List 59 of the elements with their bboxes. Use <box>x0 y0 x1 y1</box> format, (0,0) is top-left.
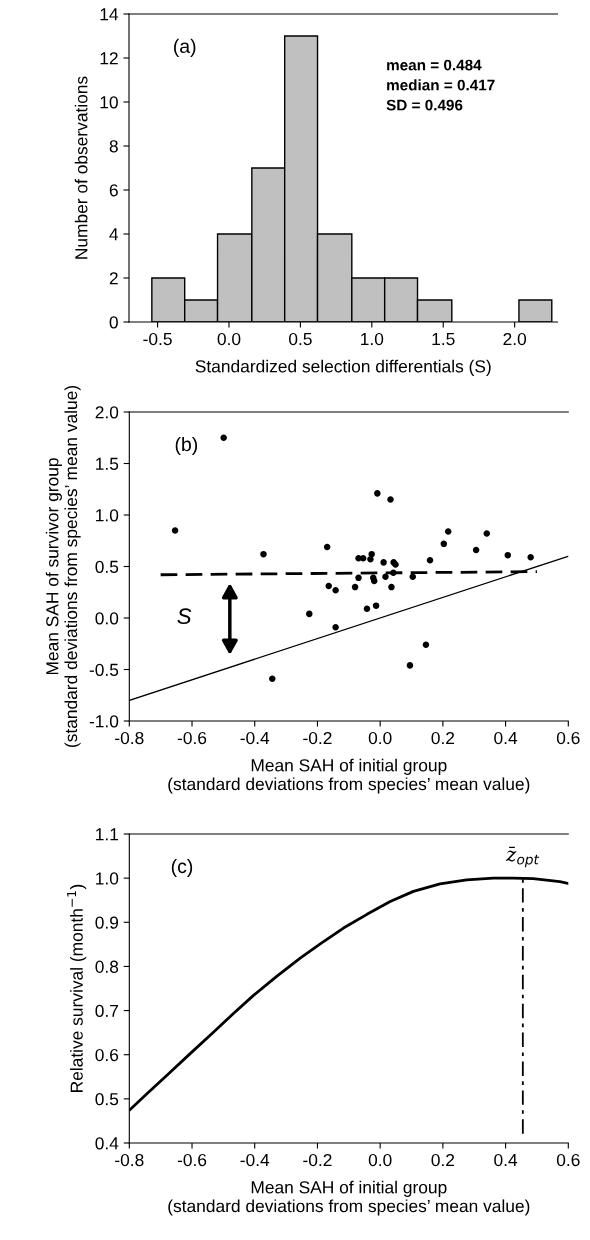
x-tick-label: -0.5 <box>143 332 172 346</box>
y-axis-title: Number of observations <box>74 76 88 259</box>
y-tick-label: 1.0 <box>96 509 119 522</box>
annotation: (a) <box>174 38 196 57</box>
annotation: SD = 0.496 <box>386 99 463 111</box>
y-tick-label: 1.1 <box>96 828 119 841</box>
x-axis-title: Standardized selection differentials (S) <box>195 359 491 376</box>
y-axis-title: Relative survival (month$^{−1}$) <box>67 884 87 1092</box>
y-axis-title: Mean SAH of survivor group (standard deviations from species’ mean value) <box>45 385 81 747</box>
x-tick-label: 0.0 <box>368 1153 392 1167</box>
x-tick-label: 0.2 <box>431 731 455 745</box>
x-axis-title: Mean SAH of initial group (standard deviations from species’ mean value) <box>168 1180 530 1216</box>
x-tick-label: 1.0 <box>361 332 384 346</box>
x-tick-label: -0.8 <box>115 1153 144 1167</box>
y-tick-label: 12 <box>100 52 118 65</box>
x-tick-label: -0.4 <box>240 1153 270 1167</box>
y-tick-label: 10 <box>100 96 118 109</box>
y-tick-label: -0.5 <box>89 663 119 676</box>
x-tick-label: 0.6 <box>556 1153 580 1167</box>
x-tick-label: 0.4 <box>494 1153 518 1167</box>
x-tick-label: -0.4 <box>240 731 270 745</box>
x-tick-label: 0.6 <box>556 731 580 745</box>
y-tick-label: 0 <box>109 316 118 329</box>
y-tick-label: 0.5 <box>95 560 119 573</box>
y-tick-label: 0.5 <box>95 1093 119 1106</box>
x-tick-label: 0.4 <box>494 731 518 745</box>
x-tick-label: -0.2 <box>303 1153 332 1167</box>
annotation: mean = 0.484 <box>387 59 482 71</box>
x-tick-label: -0.6 <box>177 1153 207 1167</box>
y-tick-label: 0.8 <box>95 960 119 973</box>
annotation: (c) <box>171 858 193 878</box>
y-tick-label: 2.0 <box>95 406 119 419</box>
y-tick-label: 6 <box>109 184 118 197</box>
y-tick-label: 0.6 <box>95 1048 119 1062</box>
y-tick-label: 8 <box>109 140 118 153</box>
y-tick-label: 0.9 <box>95 916 119 929</box>
y-tick-label: 1.5 <box>96 457 119 470</box>
annotation: S <box>177 608 192 625</box>
annotation: (b) <box>175 436 198 456</box>
x-tick-label: 1.5 <box>432 333 455 346</box>
y-tick-label: 0.0 <box>95 612 119 625</box>
x-tick-label: 0.5 <box>289 332 312 346</box>
x-tick-label: 0.2 <box>431 1153 455 1167</box>
annotation: median = 0.417 <box>387 79 495 91</box>
x-axis-title: Mean SAH of initial group (standard deviations from species’ mean value) <box>168 758 530 794</box>
x-tick-label: -0.8 <box>115 731 144 745</box>
x-tick-label: 0.0 <box>368 731 392 745</box>
x-tick-label: -0.2 <box>303 731 332 745</box>
x-tick-label: 0.0 <box>217 332 241 346</box>
y-tick-label: -1.0 <box>89 715 119 728</box>
y-tick-label: 14 <box>100 8 119 21</box>
y-tick-label: 4 <box>109 228 119 241</box>
y-tick-label: 0.4 <box>95 1137 119 1150</box>
y-tick-label: 2 <box>109 272 118 285</box>
ref-line-label: z̄$_{opt}$ <box>505 846 540 868</box>
y-tick-label: 0.7 <box>95 1004 119 1018</box>
x-tick-label: -0.6 <box>177 731 207 745</box>
y-tick-label: 1.0 <box>96 872 119 885</box>
x-tick-label: 2.0 <box>503 332 527 346</box>
